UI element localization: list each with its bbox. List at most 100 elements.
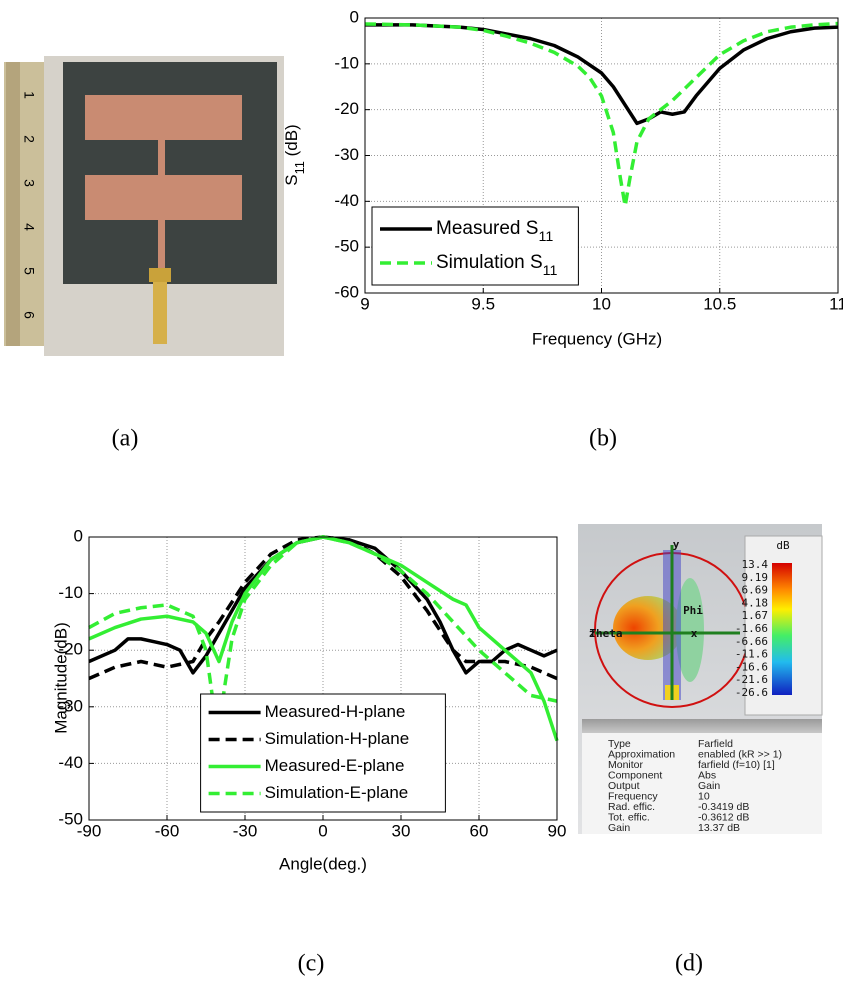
- ruler-label: 4: [21, 223, 37, 231]
- info-value: farfield (f=10) [1]: [698, 759, 775, 771]
- y-tick-label: -20: [334, 99, 359, 118]
- x-axis-label: Frequency (GHz): [532, 329, 662, 348]
- x-tick-label: 10.5: [703, 294, 736, 313]
- series-line: [364, 21, 839, 208]
- info-header: [582, 719, 822, 733]
- legend-label: Measured S11: [436, 218, 553, 245]
- axis-label: z: [589, 627, 596, 640]
- y-tick-label: 0: [74, 526, 83, 545]
- x-tick-label: 10: [592, 294, 611, 313]
- x-tick-label: 9: [360, 294, 369, 313]
- y-tick-label: -20: [58, 640, 83, 659]
- axis-label: Theta: [589, 627, 622, 640]
- colorbar-label: -6.66: [735, 635, 768, 648]
- farfield-panel: [578, 524, 823, 834]
- info-value: 10: [698, 790, 710, 802]
- info-key: Rad. effic.: [608, 801, 655, 813]
- series-line: [365, 23, 839, 126]
- info-value: -0.3612 dB: [698, 811, 749, 823]
- colorbar-label: 6.69: [742, 584, 769, 597]
- chart: 0 -10 -20 -30 -40 -50 -609 9.5 10 10.5 11 Frequency…: [282, 7, 843, 348]
- info-key: Frequency: [608, 790, 658, 802]
- info-value: enabled (kR >> 1): [698, 748, 782, 760]
- colorbar-label: -26.6: [735, 686, 768, 699]
- axis-label: y: [673, 538, 680, 551]
- colorbar-unit: dB: [776, 539, 790, 552]
- legend-label: Simulation S11: [436, 252, 558, 279]
- chart: 0 -10 -20 -30 -40 -50-90 -60 -30 0 30 60 90 Angle(de…: [51, 526, 566, 873]
- colorbar-label: 1.67: [742, 609, 769, 622]
- feed: [158, 220, 165, 268]
- info-value: Gain: [698, 780, 720, 792]
- colorbar: [772, 563, 792, 695]
- y-axis-label: S11 (dB): [282, 124, 306, 185]
- colorbar-label: -16.6: [735, 660, 768, 673]
- axes-box: [364, 17, 839, 294]
- info-key: Gain: [608, 822, 630, 834]
- x-tick-label: 60: [470, 821, 489, 840]
- info-key: Type: [608, 738, 631, 750]
- info-key: Tot. effic.: [608, 811, 650, 823]
- patch: [85, 95, 242, 140]
- pattern-lobe: [676, 578, 704, 682]
- info-key: Output: [608, 780, 640, 792]
- connector: [153, 282, 167, 344]
- colorbar-label: 4.18: [742, 596, 769, 609]
- y-tick-label: -30: [58, 696, 83, 715]
- colorbar-label: -1.66: [735, 622, 768, 635]
- caption: (d): [675, 951, 703, 977]
- y-tick-label: -50: [334, 237, 359, 256]
- x-axis-label: Angle(deg.): [279, 854, 367, 873]
- ruler-label: 5: [21, 267, 37, 275]
- colorbar-label: 13.4: [742, 558, 769, 571]
- info-value: 13.37 dB: [698, 822, 740, 834]
- legend-label: Measured-H-plane: [265, 702, 406, 721]
- x-tick-label: -60: [155, 821, 180, 840]
- legend-label: Simulation-E-plane: [265, 783, 409, 802]
- info-key: Approximation: [608, 748, 675, 760]
- legend-label: Measured-E-plane: [265, 756, 405, 775]
- y-tick-label: -10: [334, 53, 359, 72]
- colorbar-label: -11.6: [735, 648, 768, 661]
- info-key: Component: [608, 769, 662, 781]
- patch: [85, 175, 242, 220]
- connector: [149, 268, 171, 282]
- caption: (a): [112, 426, 139, 452]
- y-tick-label: -40: [58, 753, 83, 772]
- y-tick-label: -40: [334, 191, 359, 210]
- x-tick-label: 11: [829, 294, 843, 313]
- colorbar-label: 9.19: [742, 571, 769, 584]
- photo: [4, 56, 284, 356]
- y-tick-label: -10: [58, 583, 83, 602]
- x-tick-label: 9.5: [471, 294, 495, 313]
- x-tick-label: -30: [233, 821, 258, 840]
- y-tick-label: 0: [350, 7, 359, 26]
- legend-label: Simulation-H-plane: [265, 729, 410, 748]
- axis-label: Phi: [683, 604, 703, 617]
- x-tick-label: 30: [392, 821, 411, 840]
- info-value: Abs: [698, 769, 716, 781]
- ruler-label: 2: [21, 135, 37, 143]
- caption: (b): [589, 426, 617, 452]
- legend-box: [371, 206, 579, 286]
- y-tick-label: -50: [58, 809, 83, 828]
- caption: (c): [298, 951, 325, 977]
- x-tick-label: 0: [318, 821, 327, 840]
- y-axis-label: Magnitude(dB): [51, 622, 70, 734]
- axis-label: x: [691, 627, 698, 640]
- y-tick-label: -60: [334, 282, 359, 301]
- ruler-edge: [6, 62, 20, 346]
- ruler-label: 6: [21, 311, 37, 319]
- info-value: -0.3419 dB: [698, 801, 749, 813]
- y-tick-label: -30: [334, 145, 359, 164]
- colorbar-label: -21.6: [735, 673, 768, 686]
- ruler-label: 1: [21, 91, 37, 99]
- feed: [158, 140, 165, 175]
- info-key: Monitor: [608, 759, 644, 771]
- ruler-label: 3: [21, 179, 37, 187]
- x-tick-label: -90: [77, 821, 102, 840]
- axes-box: [88, 536, 558, 821]
- series-line: [88, 535, 558, 732]
- info-box: [582, 733, 822, 834]
